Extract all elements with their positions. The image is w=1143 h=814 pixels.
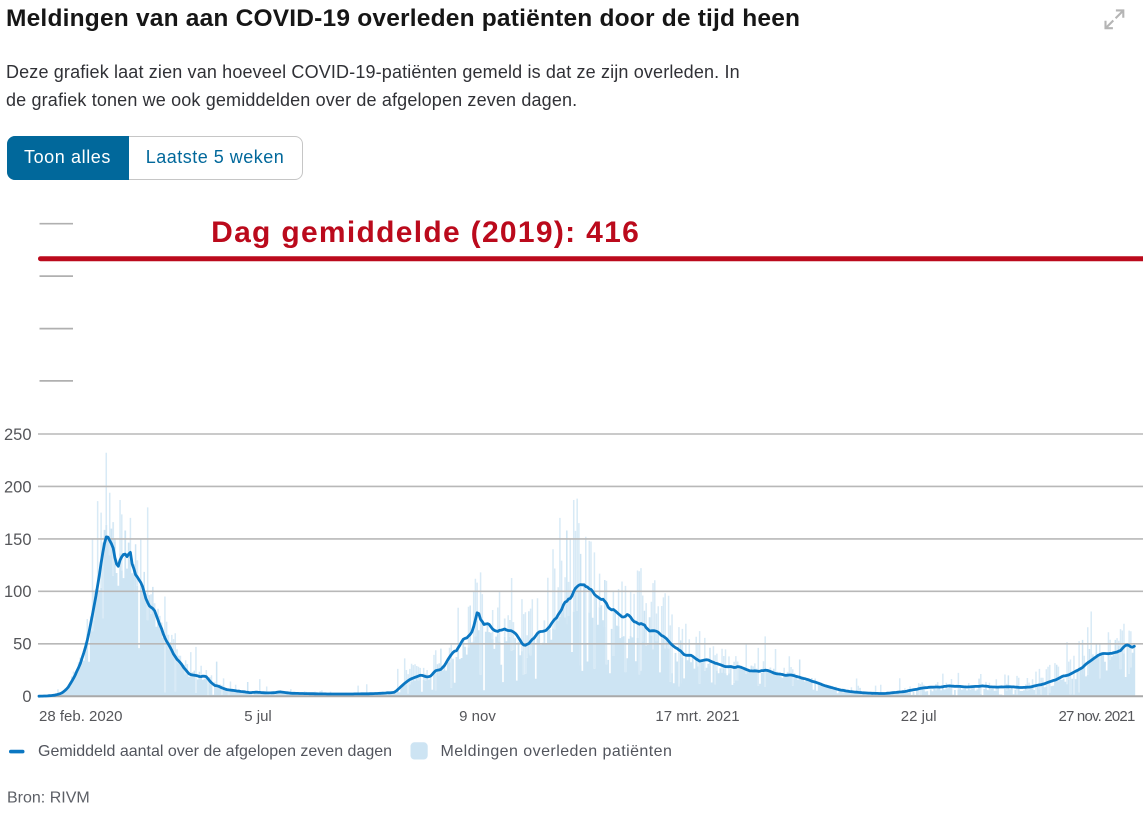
svg-text:200: 200 — [4, 478, 32, 496]
svg-text:22 jul: 22 jul — [901, 708, 937, 725]
svg-text:Meldingen overleden patiënten: Meldingen overleden patiënten — [441, 743, 673, 760]
svg-text:9 nov: 9 nov — [459, 708, 496, 725]
svg-text:50: 50 — [13, 636, 31, 654]
svg-text:17 mrt. 2021: 17 mrt. 2021 — [655, 708, 739, 725]
svg-text:250: 250 — [4, 426, 32, 444]
svg-text:150: 150 — [4, 531, 32, 549]
svg-text:5 jul: 5 jul — [244, 708, 272, 725]
svg-text:Bron: RIVM: Bron: RIVM — [7, 790, 90, 807]
svg-text:Dag gemiddelde (2019): 416: Dag gemiddelde (2019): 416 — [211, 216, 640, 249]
svg-text:100: 100 — [4, 583, 32, 601]
svg-text:28 feb. 2020: 28 feb. 2020 — [39, 708, 122, 725]
svg-text:0: 0 — [22, 688, 31, 706]
svg-text:27 nov. 2021: 27 nov. 2021 — [1058, 708, 1134, 725]
svg-text:Gemiddeld aantal over de afgel: Gemiddeld aantal over de afgelopen zeven… — [38, 743, 392, 760]
